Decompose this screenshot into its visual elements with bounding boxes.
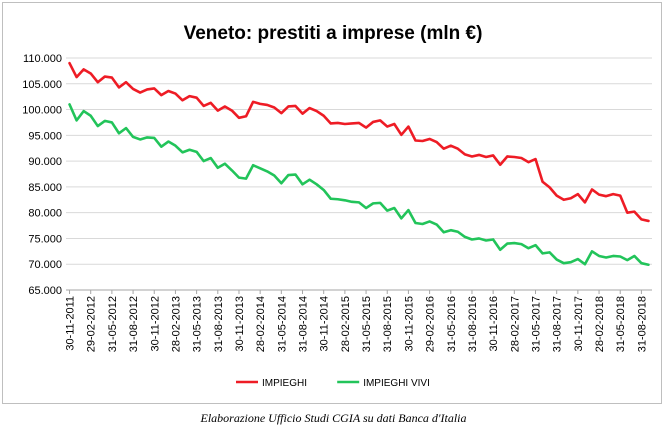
y-axis-ticks: 65.000 70.000 75.000 80.000 85.000 90.000 95.0… [22, 53, 62, 297]
y-tick-label: 80.000 [28, 208, 62, 220]
x-tick-label: 28-02-2013 [170, 296, 182, 352]
x-tick-label: 30-11-2012 [149, 296, 161, 351]
x-tick-label: 31-05-2012 [107, 296, 119, 352]
x-tick-label: 31-08-2017 [552, 296, 564, 352]
series-lines [68, 61, 650, 267]
x-tick-label: 30-11-2013 [234, 296, 246, 351]
series-line-impieghi [68, 61, 650, 223]
legend-label: IMPIEGHI [262, 378, 307, 389]
chart-frame: Veneto: prestiti a imprese (mln €) [2, 2, 662, 404]
x-tick-label: 31-08-2018 [636, 296, 648, 352]
y-tick-label: 65.000 [28, 285, 62, 297]
y-tick-label: 95.000 [28, 130, 62, 142]
legend: IMPIEGHI IMPIEGHI VIVI [236, 378, 430, 389]
x-tick-label: 30-11-2016 [488, 296, 500, 351]
x-tick-label: 28-02-2015 [340, 296, 352, 352]
x-tick-label: 31-05-2016 [446, 296, 458, 352]
x-tick-label: 31-05-2015 [361, 296, 373, 352]
x-tick-label: 30-11-2015 [403, 296, 415, 351]
x-tick-label: 30-11-2017 [573, 296, 585, 351]
x-tick-label: 28-02-2018 [594, 296, 606, 352]
x-tick-label: 28-02-2017 [509, 296, 521, 352]
x-tick-label: 29-02-2016 [425, 296, 437, 352]
y-tick-label: 110.000 [23, 53, 62, 65]
x-tick-label: 31-05-2013 [192, 296, 204, 352]
y-tick-label: 100.000 [22, 105, 62, 117]
y-tick-label: 70.000 [28, 259, 62, 271]
x-tick-label: 28-02-2014 [255, 296, 267, 352]
x-tick-label: 31-08-2015 [382, 296, 394, 352]
x-tick-label: 30-11-2011 [65, 296, 77, 351]
series-line-impieghi-vivi [68, 103, 650, 267]
x-tick-label: 31-08-2012 [128, 296, 140, 352]
x-tick-label: 31-08-2016 [467, 296, 479, 352]
y-tick-label: 75.000 [28, 233, 62, 245]
x-tick-label: 31-05-2018 [615, 296, 627, 352]
chart-title: Veneto: prestiti a imprese (mln €) [183, 23, 483, 44]
x-tick-label: 31-08-2013 [213, 296, 225, 352]
x-tick-label: 31-05-2014 [276, 296, 288, 352]
x-tick-label: 31-08-2014 [298, 296, 310, 352]
x-tick-label: 29-02-2012 [86, 296, 98, 352]
legend-label: IMPIEGHI VIVI [363, 378, 430, 389]
y-tick-label: 85.000 [28, 182, 62, 194]
y-tick-label: 105.000 [22, 79, 62, 91]
x-axis: 30-11-2011 29-02-2012 31-05-2012 31-08-2012… [65, 289, 652, 352]
source-caption: Elaborazione Ufficio Studi CGIA su dati … [200, 411, 467, 425]
x-tick-label: 31-05-2017 [531, 296, 543, 352]
y-tick-label: 90.000 [28, 156, 62, 168]
x-tick-label: 30-11-2014 [319, 296, 331, 351]
gridlines [66, 57, 652, 291]
